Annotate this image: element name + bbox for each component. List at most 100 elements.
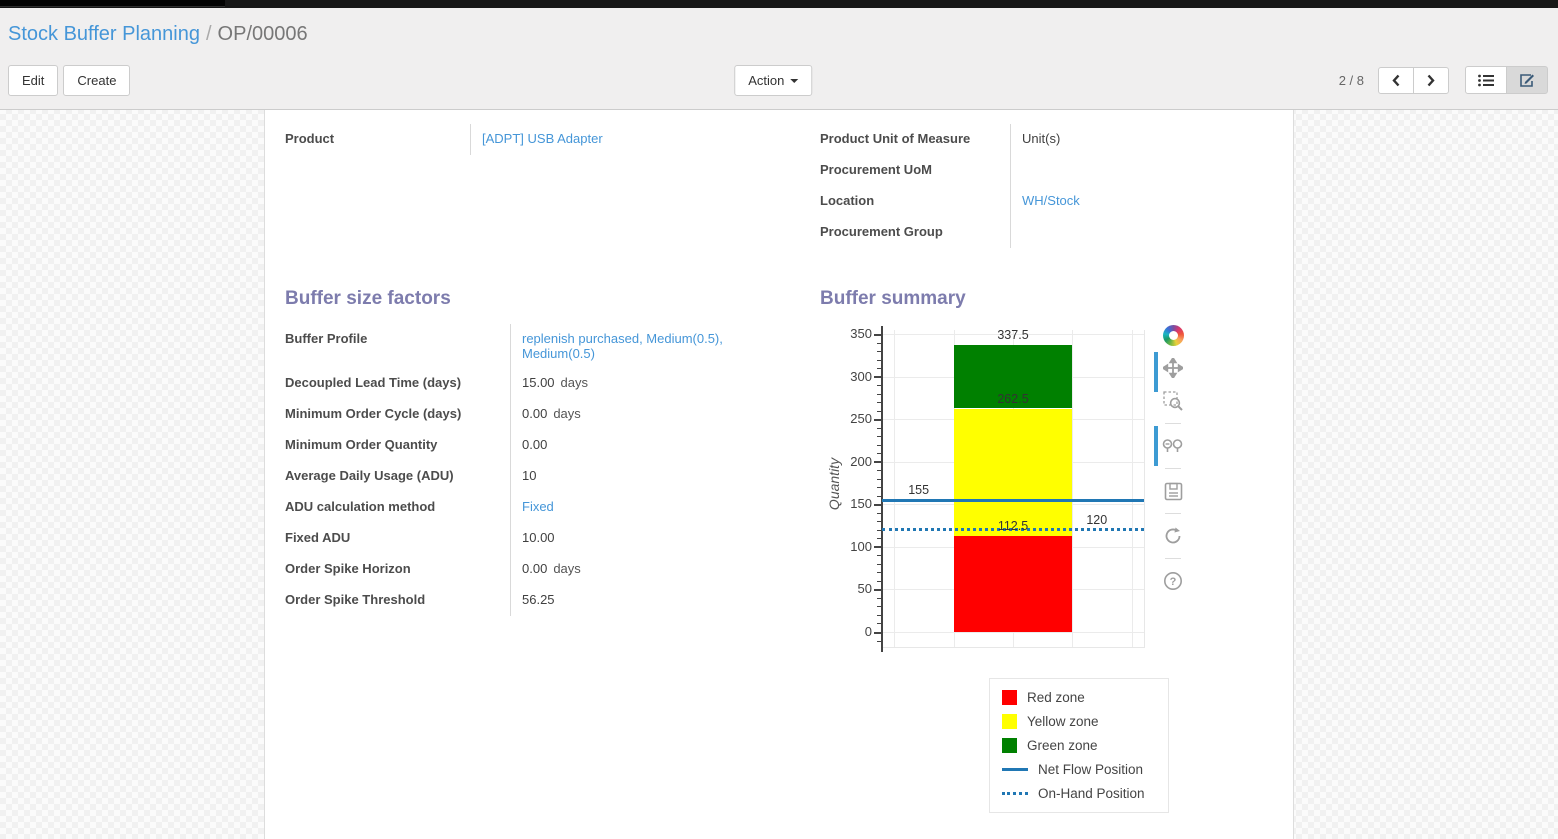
- location-label: Location: [820, 186, 1011, 217]
- field-row: Product [ADPT] USB Adapter: [285, 124, 790, 155]
- breadcrumb-separator: /: [205, 23, 212, 45]
- chevron-left-icon: [1392, 74, 1400, 86]
- y-tick-major: [874, 546, 882, 549]
- view-switcher: [1465, 66, 1548, 94]
- legend-label: Net Flow Position: [1038, 762, 1144, 777]
- y-tick-minor: [877, 495, 882, 497]
- buffer-profile-label: Buffer Profile: [285, 324, 511, 368]
- y-tick-label: 350: [850, 326, 872, 341]
- product-link[interactable]: [ADPT] USB Adapter: [482, 131, 603, 146]
- buffer-summary-title: Buffer summary: [820, 288, 966, 309]
- y-tick-minor: [877, 538, 882, 540]
- chart-modebar: ?: [1154, 324, 1184, 592]
- legend-item-green-zone[interactable]: Green zone: [1002, 738, 1156, 753]
- right-field-group: Product Unit of Measure Unit(s) Procurem…: [820, 124, 1273, 248]
- y-tick-minor: [877, 342, 882, 344]
- y-tick-label: 300: [850, 368, 872, 384]
- y-tick-minor: [877, 572, 882, 574]
- reset-axes-icon[interactable]: [1162, 525, 1184, 547]
- list-view-button[interactable]: [1465, 66, 1507, 94]
- field-row: Product Unit of Measure Unit(s): [820, 124, 1273, 155]
- y-tick-minor: [877, 563, 882, 565]
- y-tick-label: 100: [850, 538, 872, 554]
- breadcrumb-current: OP/00006: [217, 23, 308, 45]
- top-navbar-segment: [0, 0, 225, 7]
- field-row: Procurement UoM: [820, 155, 1273, 186]
- legend-item-net-flow-position[interactable]: Net Flow Position: [1002, 762, 1156, 777]
- adu-method-label: ADU calculation method: [285, 492, 511, 523]
- legend-swatch-line: [1002, 768, 1028, 771]
- y-tick-minor: [877, 512, 882, 514]
- top-field-section: Product [ADPT] USB Adapter Product Unit …: [285, 124, 1273, 248]
- legend-item-yellow-zone[interactable]: Yellow zone: [1002, 714, 1156, 729]
- create-button[interactable]: Create: [63, 64, 131, 96]
- buffer-summary-chart: Quantity 0 50 100 150 200 250 300 350 337.5 262.5…: [820, 324, 1275, 664]
- legend-swatch-dotted: [1002, 792, 1028, 795]
- field-row: Decoupled Lead Time (days) 15.00 days: [285, 368, 790, 399]
- lower-section: Buffer size factors Buffer Profile reple…: [285, 288, 1273, 813]
- modebar-separator: [1165, 468, 1181, 469]
- save-icon[interactable]: [1162, 480, 1184, 502]
- help-icon[interactable]: ?: [1162, 570, 1184, 592]
- breadcrumb: Stock Buffer Planning / OP/00006: [8, 23, 1548, 46]
- y-tick-label: 50: [857, 581, 872, 597]
- y-tick-minor: [877, 478, 882, 480]
- value-label: 262.5: [997, 391, 1029, 406]
- pager-next-button[interactable]: [1413, 66, 1449, 94]
- min-order-cycle-label: Minimum Order Cycle (days): [285, 399, 511, 430]
- procurement-uom-value: [1011, 155, 1273, 186]
- y-tick-major: [874, 333, 882, 336]
- order-spike-horizon-label: Order Spike Horizon: [285, 554, 511, 585]
- y-tick-minor: [877, 640, 882, 642]
- y-tick-minor: [877, 521, 882, 523]
- legend-item-red-zone[interactable]: Red zone: [1002, 690, 1156, 705]
- field-row: Location WH/Stock: [820, 186, 1273, 217]
- y-tick-minor: [877, 529, 882, 531]
- y-tick-major: [874, 376, 882, 379]
- fixed-adu-label: Fixed ADU: [285, 523, 511, 554]
- control-panel: Stock Buffer Planning / OP/00006 Edit Crea…: [0, 8, 1558, 110]
- y-tick-minor: [877, 606, 882, 608]
- action-label: Action: [748, 72, 785, 88]
- y-tick-major: [874, 418, 882, 421]
- legend-swatch-rect: [1002, 714, 1017, 729]
- y-tick-minor: [877, 470, 882, 472]
- procurement-group-label: Procurement Group: [820, 217, 1011, 248]
- legend-item-on-hand-position[interactable]: On-Hand Position: [1002, 786, 1156, 801]
- fixed-adu-value: 10.00: [522, 530, 555, 545]
- y-tick-minor: [877, 351, 882, 353]
- field-row: Minimum Order Cycle (days) 0.00 days: [285, 399, 790, 430]
- adu-label: Average Daily Usage (ADU): [285, 461, 511, 492]
- order-spike-threshold-value: 56.25: [522, 592, 555, 607]
- pan-icon[interactable]: [1162, 357, 1184, 379]
- y-tick-major: [874, 461, 882, 464]
- plotly-logo-icon[interactable]: [1162, 324, 1184, 346]
- y-tick-minor: [877, 614, 882, 616]
- adu-method-link[interactable]: Fixed: [522, 499, 554, 514]
- field-row: Order Spike Threshold 56.25: [285, 585, 790, 616]
- pager-previous-button[interactable]: [1378, 66, 1414, 94]
- value-label: 155: [908, 483, 930, 498]
- legend-label: Green zone: [1027, 738, 1098, 753]
- edit-button[interactable]: Edit: [8, 64, 59, 96]
- y-tick-label: 0: [864, 624, 872, 639]
- unit-suffix: days: [553, 561, 581, 576]
- y-tick-minor: [877, 453, 882, 455]
- breadcrumb-parent-link[interactable]: Stock Buffer Planning: [8, 23, 200, 45]
- action-dropdown-button[interactable]: Action: [734, 64, 813, 96]
- y-tick-minor: [877, 555, 882, 557]
- zone-yellow-zone: [954, 408, 1072, 537]
- form-view-button[interactable]: [1506, 66, 1548, 94]
- zoom-in-out-icon[interactable]: [1162, 435, 1184, 457]
- buffer-factors-column: Buffer size factors Buffer Profile reple…: [285, 288, 790, 813]
- min-order-qty-value: 0.00: [522, 437, 548, 452]
- field-row: ADU calculation method Fixed: [285, 492, 790, 523]
- y-tick-minor: [877, 368, 882, 370]
- buffer-profile-link[interactable]: replenish purchased, Medium(0.5), Medium…: [522, 331, 723, 361]
- y-tick-minor: [877, 393, 882, 395]
- value-label: 120: [1086, 512, 1108, 527]
- box-zoom-icon[interactable]: [1162, 390, 1184, 412]
- modebar-separator: [1165, 558, 1181, 559]
- location-link[interactable]: WH/Stock: [1022, 193, 1080, 208]
- svg-text:?: ?: [1170, 576, 1177, 588]
